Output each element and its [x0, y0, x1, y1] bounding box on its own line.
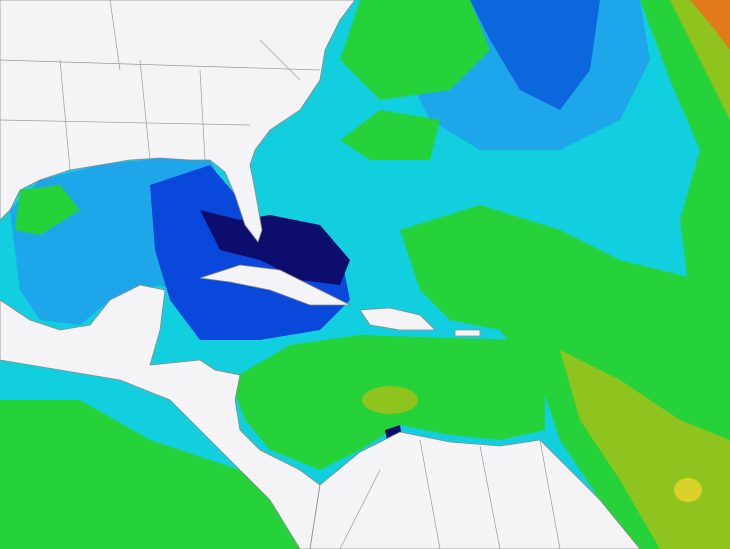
wave-zone	[0, 365, 300, 549]
wave-zone	[362, 386, 418, 414]
wave-zone	[470, 0, 600, 110]
wave-zone	[15, 185, 80, 235]
wave-zone	[0, 365, 240, 470]
land	[309, 431, 641, 549]
state-borders	[0, 0, 321, 171]
land	[0, 0, 356, 243]
land	[0, 284, 321, 549]
country-borders	[339, 439, 561, 549]
wave-zone	[340, 110, 440, 160]
wave-zone	[690, 0, 730, 50]
wave-zone	[200, 210, 350, 285]
wave-zone	[674, 478, 702, 502]
wave-zone	[340, 0, 490, 100]
puerto-rico	[454, 329, 481, 337]
hispaniola	[359, 307, 436, 331]
cuba	[199, 264, 351, 306]
wave-zone	[640, 0, 730, 340]
